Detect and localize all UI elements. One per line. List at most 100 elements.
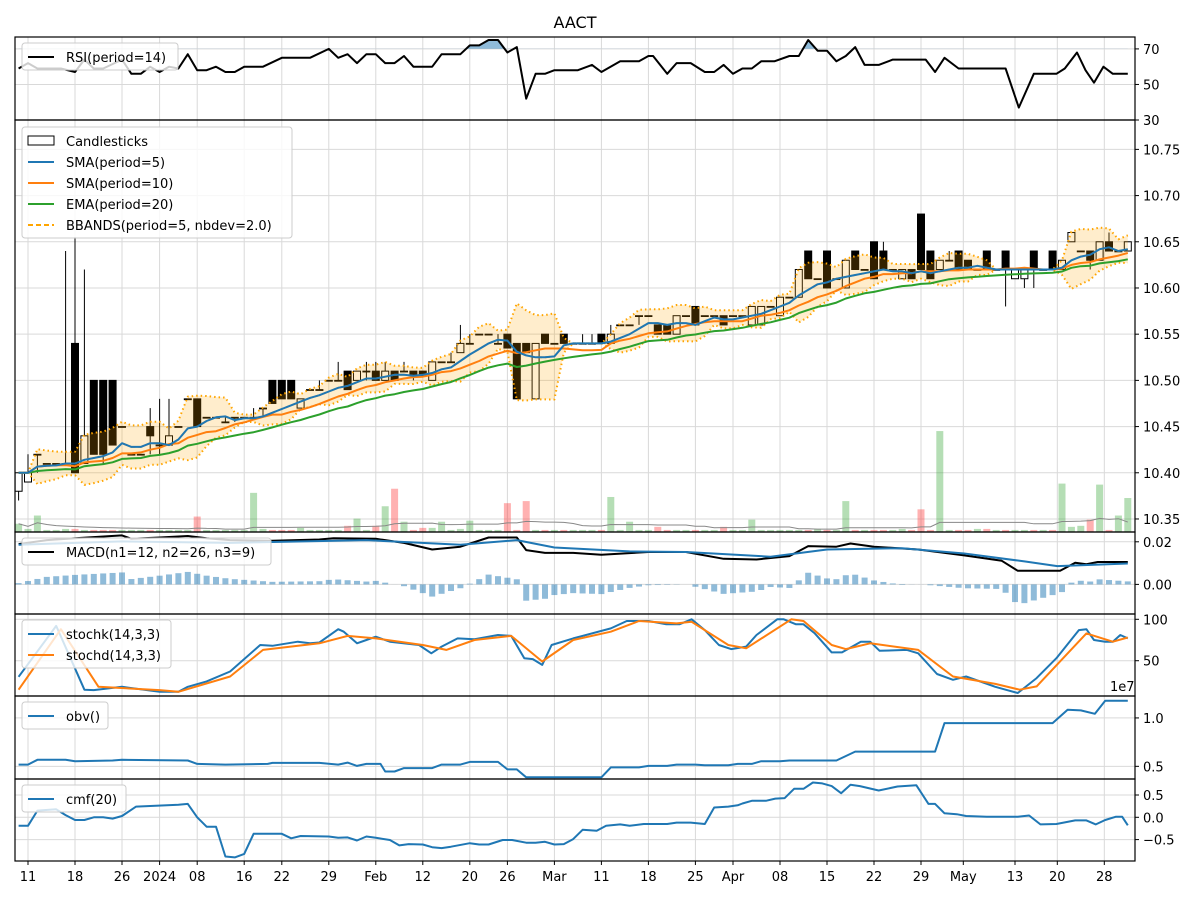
price-y-tick-label: 10.50: [1143, 374, 1180, 389]
volume-bar: [372, 525, 380, 532]
obv-y-tick-label: 1.0: [1143, 712, 1164, 727]
legend-label: stochk(14,3,3): [66, 628, 160, 643]
macd-histogram-bar: [861, 577, 868, 585]
candle-up: [465, 342, 474, 345]
volume-bar: [973, 528, 981, 532]
x-tick-label: Mar: [542, 870, 567, 885]
candle-up: [42, 463, 51, 465]
volume-bar: [419, 527, 427, 532]
macd-histogram-bar: [81, 574, 88, 585]
macd-histogram-bar: [109, 572, 116, 585]
candle-up: [860, 268, 869, 271]
volume-bar: [325, 529, 333, 532]
volume-bar: [926, 529, 934, 532]
candle-up: [625, 324, 634, 327]
macd-legend: MACD(n1=12, n2=26, n3=9): [21, 537, 272, 566]
volume-bar: [1030, 529, 1038, 532]
rsi-y-tick-label: 50: [1143, 78, 1160, 93]
volume-bar: [832, 529, 840, 532]
candle-up: [700, 315, 709, 317]
candle-up: [456, 342, 465, 354]
volume-bar: [532, 529, 540, 532]
volume-bar: [626, 521, 634, 532]
macd-histogram-bar: [889, 583, 896, 585]
volume-bar: [456, 528, 464, 532]
candle-down: [371, 370, 380, 381]
macd-histogram-bar: [748, 584, 755, 592]
candle-up: [945, 259, 954, 262]
volume-bar: [71, 528, 79, 532]
stoch-y-tick-label: 100: [1143, 613, 1168, 628]
macd-histogram-bar: [184, 571, 191, 585]
volume-bar: [362, 529, 370, 532]
candle-up: [221, 421, 230, 424]
macd-histogram-bar: [805, 572, 812, 585]
macd-histogram-bar: [1021, 584, 1028, 604]
macd-histogram-bar: [767, 584, 774, 588]
macd-histogram-bar: [899, 584, 906, 585]
macd-signal-line: [18, 539, 1128, 568]
volume-bar: [569, 529, 577, 532]
volume-bar: [1105, 529, 1113, 532]
macd-histogram-bar: [542, 584, 548, 599]
macd-histogram-bar: [222, 578, 229, 585]
macd-histogram-bar: [936, 584, 943, 587]
volume-bar: [174, 529, 182, 532]
candle-up: [616, 324, 625, 327]
x-tick-label: 11: [593, 870, 610, 885]
candle-down: [851, 250, 860, 270]
volume-bar: [522, 501, 530, 532]
macd-histogram-bar: [335, 579, 342, 585]
candle-down: [1048, 250, 1057, 270]
macd-histogram-bar: [1059, 584, 1065, 593]
rsi-panel-frame: [14, 36, 1136, 121]
macd-histogram-bar: [62, 575, 69, 585]
legend-box: [21, 537, 272, 566]
macd-histogram-bar: [203, 575, 210, 585]
macd-histogram-bar: [354, 580, 360, 585]
macd-y-tick-label: 0.02: [1143, 536, 1172, 551]
macd-histogram-bar: [119, 572, 125, 585]
legend-label: EMA(period=20): [66, 198, 173, 213]
volume-bar: [550, 529, 558, 532]
macd-histogram-bar: [466, 583, 473, 585]
volume-bar: [250, 492, 258, 532]
macd-histogram-bar: [739, 584, 746, 593]
candle-down: [146, 426, 155, 437]
x-tick-label: 15: [819, 870, 836, 885]
volume-bar: [513, 529, 521, 532]
price-y-tick-label: 10.65: [1143, 236, 1180, 251]
candle-up: [672, 315, 681, 335]
legend-label: SMA(period=10): [66, 177, 173, 192]
macd-y-tick-label: 0.00: [1143, 578, 1172, 593]
candle-up: [494, 342, 502, 345]
x-tick-label: 16: [236, 870, 253, 885]
legend-label: BBANDS(period=5, nbdev=2.0): [66, 219, 272, 234]
volume-bar: [1039, 529, 1047, 532]
macd-histogram-bar: [250, 580, 257, 585]
macd-histogram-bar: [100, 573, 107, 585]
volume-bar: [494, 529, 502, 532]
volume-bar: [917, 509, 925, 532]
macd-histogram-bar: [720, 584, 727, 594]
price-y-tick-label: 10.40: [1143, 467, 1180, 482]
candle-up: [315, 389, 324, 391]
macd-histogram-bar: [579, 584, 586, 594]
volume-bar: [447, 529, 455, 532]
candle-down: [870, 241, 878, 280]
macd-histogram-bar: [372, 580, 379, 585]
cmf-y-tick-label: −0.5: [1143, 834, 1175, 849]
obv-legend: obv(): [21, 701, 109, 730]
macd-histogram-bar: [626, 584, 633, 588]
candle-down: [287, 379, 296, 400]
macd-histogram-bar: [636, 584, 642, 587]
volume-bar: [231, 529, 239, 532]
macd-histogram-bar: [363, 581, 370, 585]
bbands-fill: [18, 227, 1128, 485]
macd-histogram-bar: [495, 576, 501, 585]
volume-bar: [381, 506, 389, 532]
candle-up: [710, 315, 719, 317]
macd-histogram-bar: [448, 584, 454, 592]
x-tick-label: 18: [67, 870, 84, 885]
volume-bar: [240, 529, 248, 532]
